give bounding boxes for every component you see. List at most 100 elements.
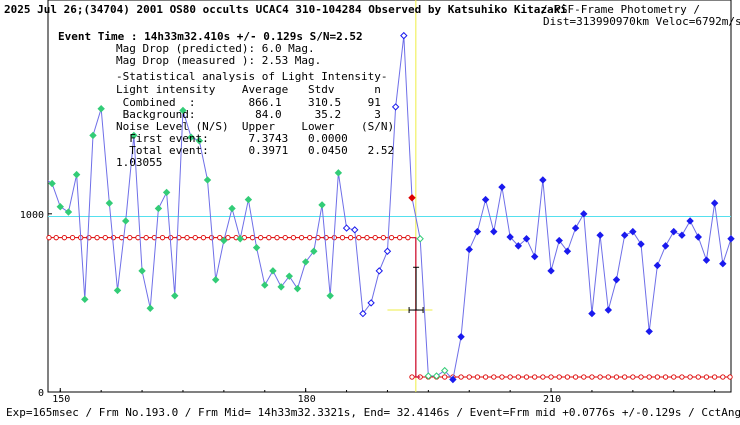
combined-average-marker [347, 235, 354, 241]
data-point-green [171, 292, 179, 300]
combined-average-marker [298, 235, 305, 241]
data-point-green [334, 169, 343, 177]
first-event-row: First event: 7.3743 0.0000 [116, 132, 348, 145]
background-average-marker [679, 374, 685, 380]
data-point-green [236, 235, 244, 243]
data-point-green [72, 170, 81, 179]
background-average-marker [654, 374, 661, 380]
data-point-green [89, 131, 97, 140]
data-point-blue [498, 183, 506, 191]
combined-average-marker [380, 235, 387, 241]
data-point-blue [571, 224, 580, 232]
data-point-blue [351, 226, 359, 234]
data-point-blue [670, 227, 678, 236]
combined-average-marker [159, 235, 166, 241]
data-point-blue [563, 247, 572, 255]
data-point-blue [588, 309, 596, 318]
background-average-marker [589, 374, 595, 380]
combined-average-marker [405, 235, 411, 241]
data-point-blue [555, 236, 563, 245]
stats-column-header: Light intensity Average Stdv n [116, 83, 381, 96]
data-point-blue [686, 217, 694, 225]
data-point-green [220, 236, 228, 245]
stats-section-title: -Statistical analysis of Light Intensity… [116, 70, 388, 83]
data-point-green [269, 267, 277, 275]
combined-average-marker [69, 235, 76, 241]
background-average-marker [613, 374, 620, 380]
combined-average-marker [339, 235, 346, 241]
x-tick-label: 150 [52, 394, 70, 405]
combined-average-marker [290, 235, 297, 241]
combined-average-marker [258, 235, 264, 241]
background-average-marker [491, 374, 497, 380]
background-average-marker [695, 374, 701, 380]
data-point-green [195, 137, 204, 145]
data-point-open [441, 366, 449, 375]
combined-average-marker [61, 235, 68, 241]
data-point-blue [653, 261, 662, 270]
data-point-blue [661, 242, 670, 250]
y-tick-label: 1000 [20, 210, 44, 221]
data-point-green [326, 292, 334, 300]
data-point-blue [645, 327, 653, 336]
data-point-open [424, 372, 433, 380]
event-point [408, 194, 416, 202]
data-point-blue [580, 210, 588, 218]
data-point-blue [400, 31, 408, 40]
data-point-blue [547, 267, 555, 275]
y-tick-label: 0 [38, 388, 44, 399]
data-point-green [228, 204, 236, 213]
data-point-green [113, 286, 122, 295]
ratio-value: 1.03055 [116, 156, 162, 169]
stats-background-row: Background: 84.0 35.2 3 [116, 108, 381, 121]
noise-level-header: Noise Level (N/S) Upper Lower (S/N) [116, 120, 394, 133]
background-average-marker [515, 374, 521, 380]
data-point-blue [522, 235, 531, 243]
data-point-blue [375, 267, 383, 275]
background-average-marker [564, 374, 571, 380]
background-average-marker [671, 374, 677, 380]
data-point-green [138, 267, 146, 275]
data-point-blue [383, 247, 392, 255]
data-point-green [211, 276, 220, 284]
data-point-green [244, 195, 253, 204]
data-point-green [277, 283, 285, 291]
background-average-marker [687, 374, 693, 380]
footer-info: Exp=165msec / Frm No.193.0 / Frm Mid= 14… [6, 406, 740, 419]
background-average-marker [703, 374, 710, 380]
background-average-marker [532, 374, 538, 380]
event-time-label: Event Time : 14h33m32.410s +/- 0.129s S/… [58, 30, 363, 43]
data-point-blue [473, 227, 482, 236]
background-average-marker [727, 374, 733, 380]
mag-drop-measured: Mag Drop (measured ): 2.53 Mag. [116, 54, 321, 67]
combined-average-marker [151, 235, 157, 241]
data-point-green [293, 284, 302, 293]
background-average-marker [474, 374, 481, 380]
combined-average-marker [388, 235, 395, 241]
stats-combined-row: Combined : 866.1 310.5 91 [116, 96, 381, 109]
combined-average-marker [200, 235, 207, 241]
background-average-marker [646, 374, 652, 380]
data-point-green [301, 258, 310, 266]
background-average-marker [597, 374, 603, 380]
combined-average-marker [282, 235, 288, 241]
data-point-blue [710, 199, 719, 207]
data-point-blue [719, 260, 727, 268]
combined-average-marker [192, 235, 198, 241]
method-label: / PSF-Frame Photometry / [541, 3, 700, 16]
background-average-marker [540, 374, 546, 380]
data-point-blue [490, 227, 498, 236]
background-average-marker [572, 374, 579, 380]
x-tick-label: 180 [298, 394, 316, 405]
background-average-marker [499, 374, 505, 380]
data-point-blue [506, 233, 514, 241]
data-point-blue [637, 240, 645, 248]
data-point-blue [342, 224, 351, 232]
background-average-marker [638, 374, 644, 380]
data-point-blue [694, 233, 702, 241]
data-series [48, 31, 735, 384]
data-point-blue [727, 235, 735, 243]
chart-title: 2025 Jul 26;(34704) 2001 OS80 occults UC… [4, 3, 567, 16]
data-point-open [416, 235, 424, 243]
